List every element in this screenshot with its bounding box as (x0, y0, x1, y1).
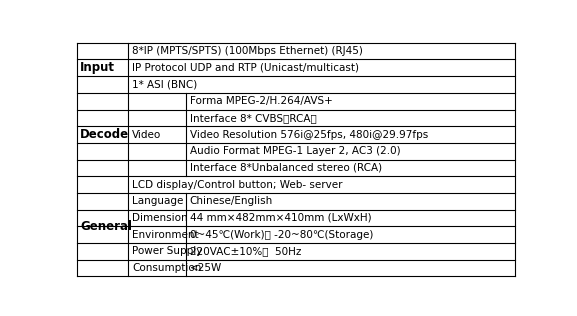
Text: IP Protocol UDP and RTP (Unicast/multicast): IP Protocol UDP and RTP (Unicast/multica… (132, 63, 359, 73)
Text: 44 mm×482mm×410mm (LxWxH): 44 mm×482mm×410mm (LxWxH) (190, 213, 372, 223)
Text: Environment: Environment (132, 230, 198, 240)
Text: Video: Video (132, 130, 161, 140)
Text: 0~45℃(Work)； -20~80℃(Storage): 0~45℃(Work)； -20~80℃(Storage) (190, 230, 373, 240)
Text: 220VAC±10%，  50Hz: 220VAC±10%， 50Hz (190, 246, 301, 256)
Text: Chinese/English: Chinese/English (190, 196, 273, 206)
Text: Video Resolution 576i@25fps, 480i@29.97fps: Video Resolution 576i@25fps, 480i@29.97f… (190, 130, 428, 140)
Text: <25W: <25W (190, 263, 222, 273)
Text: LCD display/Control button; Web- server: LCD display/Control button; Web- server (132, 179, 342, 190)
Text: 1* ASI (BNC): 1* ASI (BNC) (132, 80, 197, 89)
Text: Power Supply: Power Supply (132, 246, 203, 256)
Text: General: General (80, 220, 132, 233)
Text: Input: Input (80, 61, 115, 74)
Text: Decode: Decode (80, 128, 129, 141)
Text: 8*IP (MPTS/SPTS) (100Mbps Ethernet) (RJ45): 8*IP (MPTS/SPTS) (100Mbps Ethernet) (RJ4… (132, 46, 363, 56)
Text: Audio Format MPEG-1 Layer 2, AC3 (2.0): Audio Format MPEG-1 Layer 2, AC3 (2.0) (190, 146, 400, 156)
Text: Forma MPEG-2/H.264/AVS+: Forma MPEG-2/H.264/AVS+ (190, 96, 332, 106)
Text: Interface 8*Unbalanced stereo (RCA): Interface 8*Unbalanced stereo (RCA) (190, 163, 382, 173)
Text: Consumption: Consumption (132, 263, 201, 273)
Text: Dimension: Dimension (132, 213, 188, 223)
Text: Interface 8* CVBS（RCA）: Interface 8* CVBS（RCA） (190, 113, 316, 123)
Text: Language: Language (132, 196, 183, 206)
